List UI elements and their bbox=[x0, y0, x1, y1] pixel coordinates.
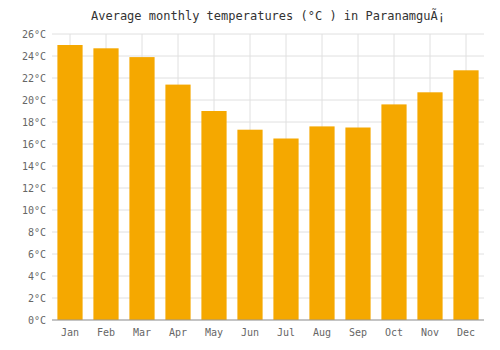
bar bbox=[57, 45, 82, 320]
x-tick-label: Nov bbox=[421, 327, 439, 338]
y-tick-label: 24°C bbox=[22, 51, 46, 62]
x-tick-label: Sep bbox=[349, 327, 367, 338]
chart-container: Average monthly temperatures (°C ) in Pa… bbox=[0, 0, 500, 350]
bar bbox=[309, 126, 334, 320]
x-tick-label: Oct bbox=[385, 327, 403, 338]
title: Average monthly temperatures (°C ) in Pa… bbox=[91, 8, 445, 23]
y-tick-label: 20°C bbox=[22, 95, 46, 106]
y-tick-label: 18°C bbox=[22, 117, 46, 128]
y-grid-line bbox=[52, 34, 484, 35]
y-tick-label: 8°C bbox=[28, 227, 46, 238]
bar bbox=[273, 139, 298, 321]
x-tick-label: Apr bbox=[169, 327, 187, 338]
x-tick-label: Feb bbox=[97, 327, 115, 338]
y-tick-label: 2°C bbox=[28, 293, 46, 304]
y-tick-label: 4°C bbox=[28, 271, 46, 282]
x-tick-label: Jan bbox=[61, 327, 79, 338]
x-axis-line bbox=[52, 320, 484, 321]
grid bbox=[52, 34, 484, 320]
bars bbox=[57, 45, 478, 320]
bar bbox=[93, 48, 118, 320]
x-tick-label: May bbox=[205, 327, 223, 338]
bar bbox=[453, 70, 478, 320]
y-tick-label: 0°C bbox=[28, 315, 46, 326]
y-grid-line bbox=[52, 320, 484, 321]
chart-svg: Average monthly temperatures (°C ) in Pa… bbox=[0, 0, 500, 350]
y-tick-label: 6°C bbox=[28, 249, 46, 260]
y-tick-label: 26°C bbox=[22, 29, 46, 40]
bar bbox=[201, 111, 226, 320]
x-tick-label: Aug bbox=[313, 327, 331, 338]
bar bbox=[165, 85, 190, 320]
x-tick-label: Jul bbox=[277, 327, 295, 338]
bar bbox=[381, 104, 406, 320]
x-tick-label: Jun bbox=[241, 327, 259, 338]
y-tick-label: 10°C bbox=[22, 205, 46, 216]
bar bbox=[237, 130, 262, 320]
y-tick-label: 22°C bbox=[22, 73, 46, 84]
bar bbox=[345, 128, 370, 321]
bar bbox=[129, 57, 154, 320]
x-tick-label: Dec bbox=[457, 327, 475, 338]
bar bbox=[417, 92, 442, 320]
y-tick-label: 16°C bbox=[22, 139, 46, 150]
y-tick-label: 12°C bbox=[22, 183, 46, 194]
y-tick-label: 14°C bbox=[22, 161, 46, 172]
x-tick-label: Mar bbox=[133, 327, 151, 338]
